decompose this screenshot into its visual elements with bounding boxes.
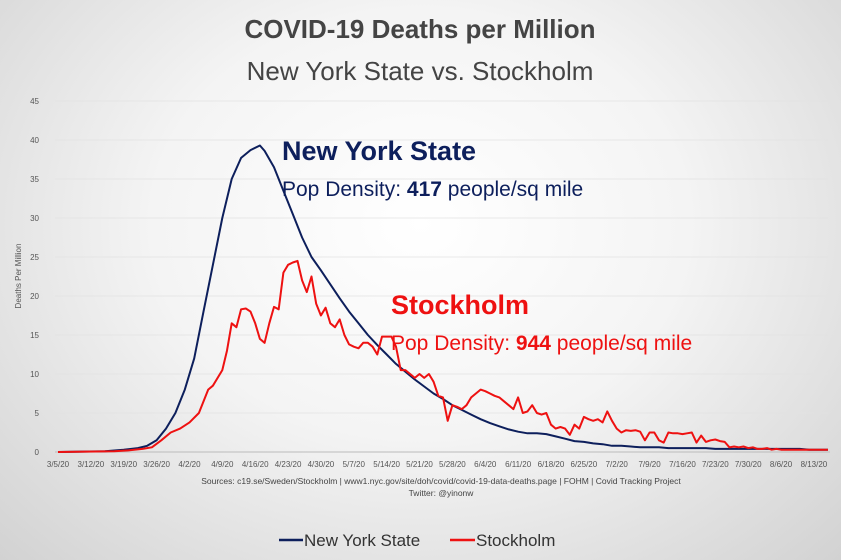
- y-axis-label: Deaths Per Million: [14, 244, 23, 309]
- annotation-stockholm-density: Pop Density: 944 people/sq mile: [391, 332, 692, 355]
- legend: New York State Stockholm: [279, 531, 555, 550]
- x-tick-label: 6/25/20: [571, 460, 598, 469]
- x-tick-label: 7/16/20: [669, 460, 696, 469]
- x-tick-label: 5/7/20: [343, 460, 366, 469]
- y-tick-label: 45: [30, 97, 39, 106]
- legend-label-new-york-state: New York State: [304, 531, 420, 550]
- x-tick-label: 5/28/20: [439, 460, 466, 469]
- x-tick-label: 3/19/20: [110, 460, 137, 469]
- x-tick-label: 6/4/20: [474, 460, 497, 469]
- x-tick-label: 7/23/20: [702, 460, 729, 469]
- y-tick-label: 5: [35, 409, 40, 418]
- annotation-stockholm-value: 944: [516, 332, 551, 355]
- annotation-nys-suffix: people/sq mile: [442, 178, 583, 201]
- annotation-nys-density: Pop Density: 417 people/sq mile: [282, 178, 583, 201]
- x-tick-label: 4/2/20: [178, 460, 201, 469]
- y-tick-label: 25: [30, 253, 39, 262]
- legend-label-stockholm: Stockholm: [476, 531, 555, 550]
- annotation-stockholm-label: Pop Density:: [391, 332, 516, 355]
- x-tick-label: 4/23/20: [275, 460, 302, 469]
- x-tick-label: 7/30/20: [735, 460, 762, 469]
- x-tick-label: 7/9/20: [638, 460, 661, 469]
- x-tick-label: 4/30/20: [308, 460, 335, 469]
- x-axis-ticks: 3/5/20 3/12/20 3/19/20 3/26/20 4/2/20 4/9/20 4…: [47, 460, 828, 469]
- chart-subtitle: New York State vs. Stockholm: [247, 56, 594, 86]
- y-tick-label: 30: [30, 214, 39, 223]
- x-tick-label: 3/12/20: [78, 460, 105, 469]
- y-tick-label: 0: [35, 448, 40, 457]
- y-tick-label: 10: [30, 370, 39, 379]
- x-tick-label: 5/14/20: [373, 460, 400, 469]
- x-tick-label: 3/5/20: [47, 460, 70, 469]
- x-tick-label: 5/21/20: [406, 460, 433, 469]
- x-tick-label: 6/18/20: [538, 460, 565, 469]
- y-tick-label: 20: [30, 292, 39, 301]
- y-tick-label: 15: [30, 331, 39, 340]
- chart-title: COVID-19 Deaths per Million: [244, 14, 595, 44]
- x-tick-label: 4/16/20: [242, 460, 269, 469]
- x-tick-label: 6/11/20: [505, 460, 532, 469]
- x-tick-label: 3/26/20: [143, 460, 170, 469]
- annotation-stockholm-suffix: people/sq mile: [551, 332, 692, 355]
- sources-text: Sources: c19.se/Sweden/Stockholm | www1.…: [201, 476, 681, 486]
- annotation-nys-label: Pop Density:: [282, 178, 407, 201]
- x-tick-label: 4/9/20: [211, 460, 234, 469]
- gridlines: [55, 100, 828, 414]
- credit-text: Twitter: @yinonw: [409, 488, 475, 498]
- y-axis-ticks: 0 5 10 15 20 25 30 35 40 45: [30, 97, 39, 457]
- annotation-nys-value: 417: [407, 178, 442, 201]
- annotation-nys-heading: New York State: [282, 136, 476, 166]
- series-line-stockholm: [57, 259, 828, 453]
- y-tick-label: 35: [30, 175, 39, 184]
- x-tick-label: 7/2/20: [606, 460, 629, 469]
- y-tick-label: 40: [30, 136, 39, 145]
- x-tick-label: 8/13/20: [801, 460, 828, 469]
- x-tick-label: 8/6/20: [770, 460, 793, 469]
- annotation-stockholm-heading: Stockholm: [391, 290, 529, 320]
- series-line-new-york-state: [57, 144, 828, 453]
